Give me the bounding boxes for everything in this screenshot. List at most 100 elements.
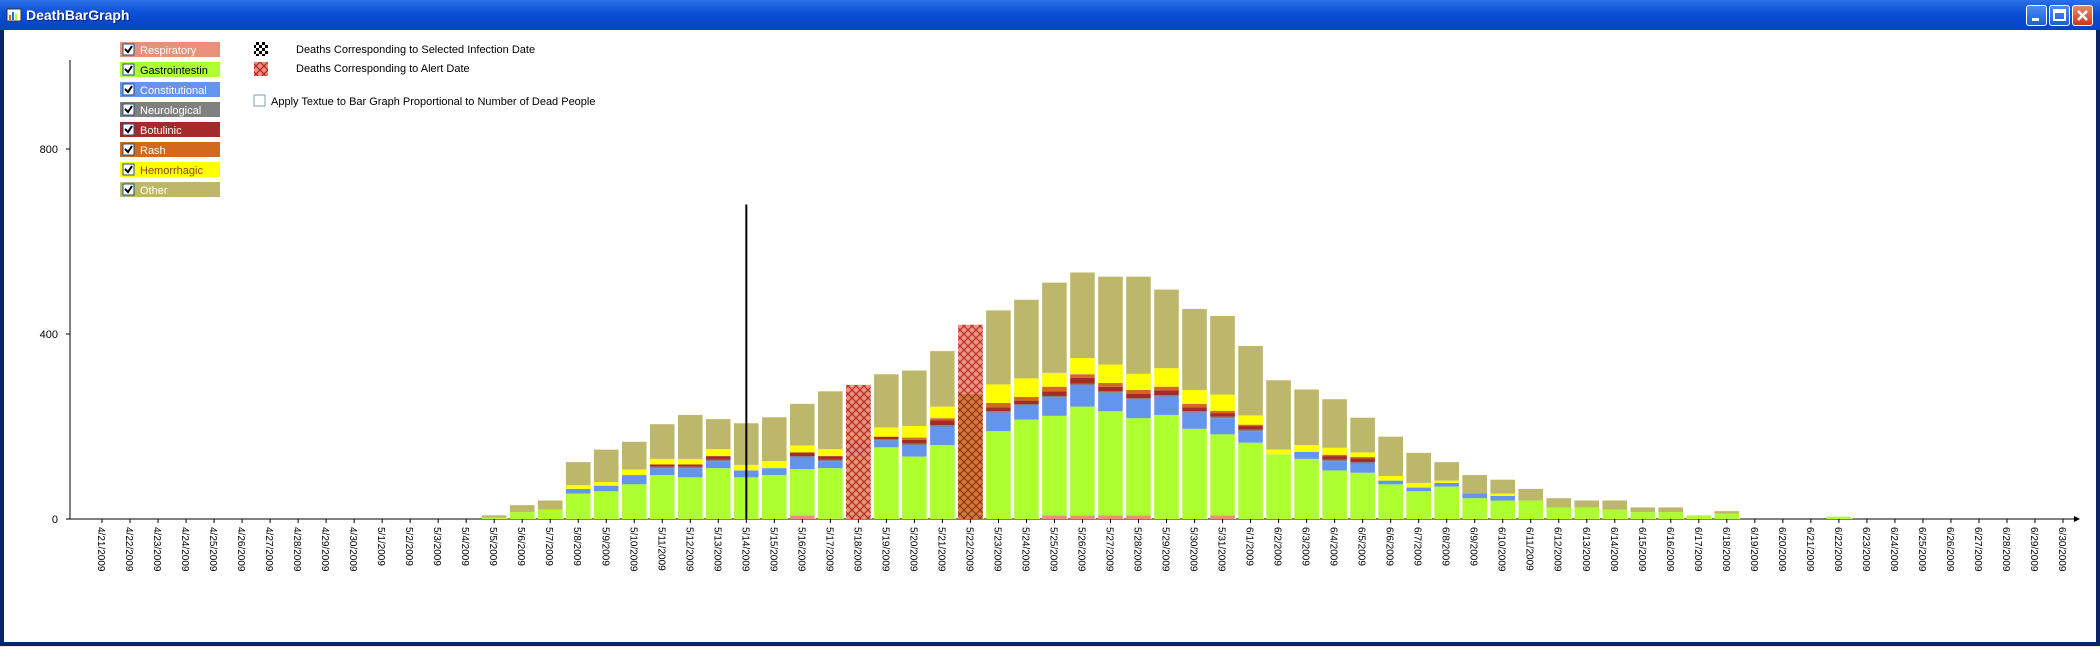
x-tick-label: 6/10/2009 — [1496, 527, 1507, 572]
bar-segment — [1210, 394, 1235, 411]
x-tick-label: 4/24/2009 — [179, 527, 190, 572]
bar-segment — [1042, 386, 1067, 392]
x-tick-label: 6/6/2009 — [1384, 527, 1395, 566]
x-tick-label: 5/22/2009 — [963, 527, 974, 572]
maximize-button[interactable] — [2049, 5, 2070, 26]
y-tick-label: 0 — [52, 514, 58, 526]
bar-segment — [1014, 419, 1039, 519]
bar-segment — [1014, 378, 1039, 397]
x-tick-label: 6/27/2009 — [1972, 527, 1983, 572]
close-button[interactable] — [2072, 5, 2093, 26]
alert-date-legend-label: Deaths Corresponding to Alert Date — [296, 63, 470, 75]
legend-label: Botulinic — [140, 125, 182, 137]
bar-segment — [481, 517, 507, 519]
bar-segment — [1434, 486, 1460, 519]
x-tick-label: 6/17/2009 — [1692, 527, 1703, 572]
apply-texture-checkbox-box[interactable] — [253, 94, 266, 107]
bar-segment — [1210, 418, 1235, 435]
bar-segment — [1070, 406, 1095, 516]
bar-segment — [1014, 400, 1039, 405]
bar-segment — [1322, 447, 1347, 455]
y-tick-label: 800 — [40, 144, 58, 156]
bar-segment — [1350, 463, 1375, 473]
bar-segment — [1042, 391, 1067, 396]
x-tick-label: 5/12/2009 — [683, 527, 694, 572]
bar-segment — [1826, 516, 1852, 519]
x-tick-label: 5/21/2009 — [935, 527, 946, 572]
bar-segment — [1042, 372, 1067, 387]
x-tick-label: 4/30/2009 — [347, 527, 358, 572]
bar-segment — [1378, 475, 1403, 481]
x-tick-label: 6/3/2009 — [1300, 527, 1311, 566]
bar-segment — [1350, 458, 1375, 463]
x-tick-label: 6/25/2009 — [1916, 527, 1927, 572]
legend-swatch — [120, 142, 220, 157]
bar-segment — [1686, 515, 1712, 519]
bar-segment — [1098, 386, 1123, 392]
x-tick-label: 5/17/2009 — [823, 527, 834, 572]
bar-segment — [1126, 276, 1151, 374]
bar-segment — [649, 458, 675, 465]
bar-segment — [1126, 418, 1151, 516]
bar-segment — [621, 475, 647, 485]
bar-segment — [1042, 397, 1067, 416]
textured-bar — [958, 394, 983, 519]
bar-segment — [1042, 282, 1067, 373]
bar-segment — [1322, 470, 1347, 519]
bar-segment — [621, 484, 647, 519]
minimize-button[interactable] — [2026, 5, 2047, 26]
bar-segment — [1462, 493, 1488, 499]
x-tick-label: 4/22/2009 — [123, 527, 134, 572]
death-bar-chart: 0 400 800 4/21/2009 4/22/2009 4/23/2009 4/24/… — [40, 42, 2080, 572]
bar-segment — [930, 445, 955, 519]
x-tick-label: 5/3/2009 — [431, 527, 442, 566]
bar-segment — [537, 509, 563, 519]
bar-segment — [1462, 475, 1488, 494]
title-bar[interactable]: DeathBarGraph — [0, 0, 2100, 30]
bar-segment — [1098, 515, 1123, 519]
legend-label: Respiratory — [140, 45, 197, 57]
bar-segment — [874, 447, 899, 519]
x-tick-label: 4/25/2009 — [207, 527, 218, 572]
bar-segment — [902, 439, 927, 444]
close-icon — [2077, 10, 2088, 21]
bar-segment — [762, 417, 787, 462]
bar-segment — [818, 468, 843, 519]
bar-segment — [677, 458, 703, 465]
bar-segment — [1154, 289, 1179, 369]
bar-segment — [1126, 399, 1151, 419]
bar-segment — [1098, 364, 1123, 384]
bar-segment — [930, 418, 955, 421]
x-axis-labels: 4/21/2009 4/22/2009 4/23/2009 4/24/2009 4/25… — [95, 519, 2067, 572]
bar-segment — [1462, 498, 1488, 519]
alert-date-texture-swatch — [254, 62, 268, 76]
bar-segment — [1602, 509, 1628, 519]
x-tick-label: 6/4/2009 — [1328, 527, 1339, 566]
bar-segment — [902, 443, 927, 445]
bar-segment — [1070, 383, 1095, 386]
bar-segment — [1210, 410, 1235, 414]
bar-segment — [1070, 358, 1095, 375]
bar-segment — [649, 468, 675, 476]
bar-segment — [537, 500, 563, 510]
bar-segment — [1098, 391, 1123, 393]
checkmark-icon — [124, 185, 133, 194]
bar-segment — [1322, 461, 1347, 471]
selected-infection-legend-label: Deaths Corresponding to Selected Infecti… — [296, 44, 535, 56]
apply-texture-checkbox[interactable]: Apply Textue to Bar Graph Proportional t… — [253, 94, 595, 108]
checkmark-icon — [124, 165, 133, 174]
bar-segment — [790, 445, 815, 453]
bar-segment — [705, 461, 731, 469]
bar-segment — [1602, 500, 1628, 510]
bar-segment — [930, 406, 955, 419]
bar-segment — [1490, 479, 1516, 494]
bar-segment — [762, 475, 787, 519]
bar-segment — [986, 412, 1011, 432]
y-tick-label: 400 — [40, 329, 58, 341]
x-tick-label: 5/20/2009 — [907, 527, 918, 572]
bar-segment — [1294, 451, 1319, 459]
bar-segment — [818, 449, 843, 457]
bar-segment — [874, 440, 899, 448]
bar-segment — [1070, 515, 1095, 519]
bar-segment — [1574, 507, 1600, 519]
